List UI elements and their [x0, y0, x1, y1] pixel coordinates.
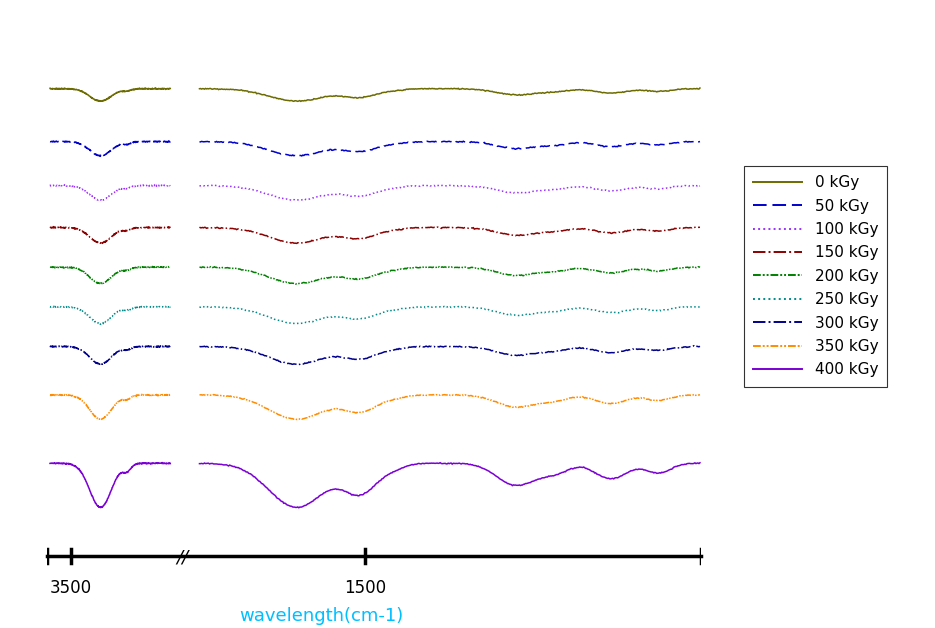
Legend: 0 kGy, 50 kGy, 100 kGy, 150 kGy, 200 kGy, 250 kGy, 300 kGy, 350 kGy, 400 kGy: 0 kGy, 50 kGy, 100 kGy, 150 kGy, 200 kGy…: [744, 166, 887, 387]
Text: //: //: [177, 548, 189, 566]
Text: wavelength(cm-1): wavelength(cm-1): [239, 607, 404, 625]
Text: 1500: 1500: [344, 579, 386, 597]
Text: 3500: 3500: [50, 579, 92, 597]
